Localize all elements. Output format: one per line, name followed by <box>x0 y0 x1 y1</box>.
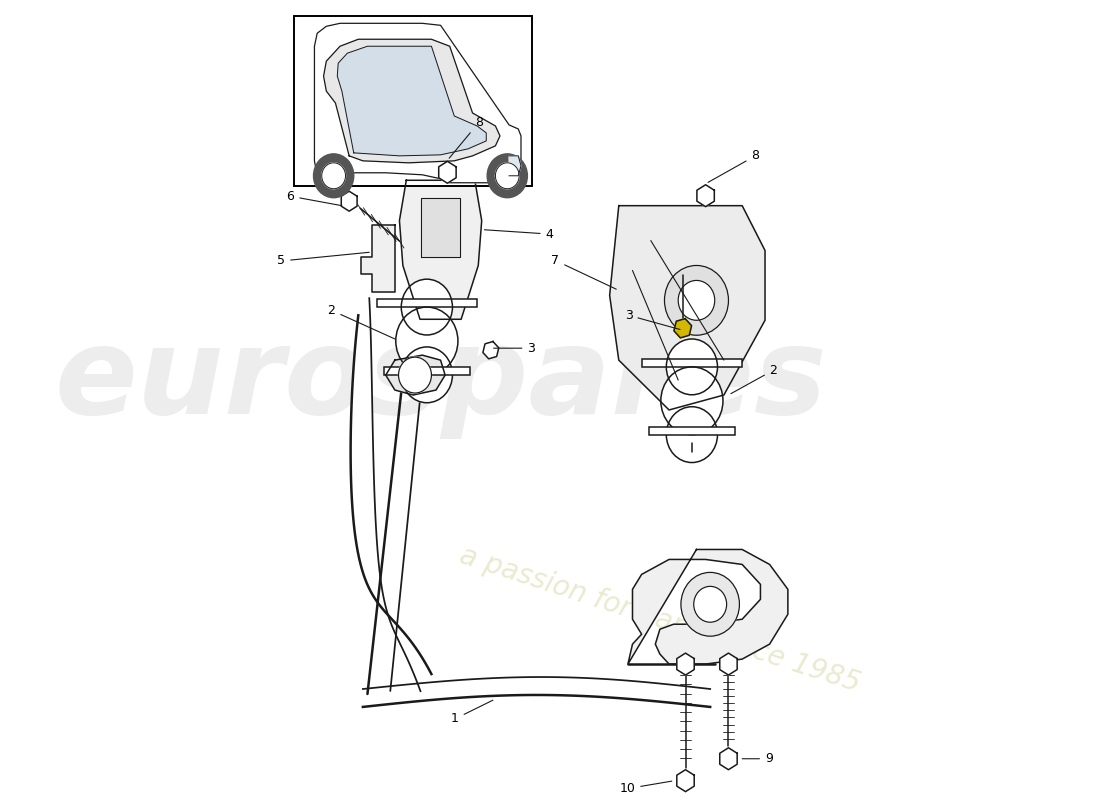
Bar <box>649 426 735 434</box>
Circle shape <box>694 586 727 622</box>
Polygon shape <box>676 653 694 675</box>
Polygon shape <box>609 206 764 410</box>
Circle shape <box>398 357 431 393</box>
Text: 5: 5 <box>277 252 370 267</box>
Polygon shape <box>483 342 498 359</box>
Polygon shape <box>719 748 737 770</box>
Circle shape <box>402 347 452 402</box>
Text: 2: 2 <box>730 364 778 394</box>
Polygon shape <box>351 298 431 691</box>
Text: 4: 4 <box>484 227 553 241</box>
Circle shape <box>661 367 723 434</box>
Circle shape <box>314 154 354 198</box>
Polygon shape <box>439 162 456 183</box>
Circle shape <box>396 307 458 375</box>
Bar <box>384 367 470 375</box>
Circle shape <box>322 163 345 189</box>
Circle shape <box>664 266 728 335</box>
Text: 8: 8 <box>449 116 483 158</box>
Circle shape <box>487 154 527 198</box>
Polygon shape <box>719 653 737 675</box>
Circle shape <box>679 281 715 320</box>
Text: 2: 2 <box>328 304 395 339</box>
Polygon shape <box>386 355 446 395</box>
Polygon shape <box>315 23 521 182</box>
Circle shape <box>667 339 717 394</box>
Bar <box>376 299 477 307</box>
Circle shape <box>667 406 717 462</box>
Polygon shape <box>323 39 500 163</box>
Circle shape <box>402 279 452 335</box>
Bar <box>295 16 532 186</box>
Text: 3: 3 <box>625 309 680 330</box>
Polygon shape <box>628 550 788 664</box>
Polygon shape <box>676 770 694 792</box>
Text: 3: 3 <box>494 342 536 354</box>
Text: 6: 6 <box>286 190 342 206</box>
Text: a passion for parts since 1985: a passion for parts since 1985 <box>456 541 864 698</box>
Circle shape <box>495 163 519 189</box>
Bar <box>641 359 742 367</box>
Polygon shape <box>674 318 692 338</box>
Text: 8: 8 <box>708 150 759 182</box>
Circle shape <box>681 572 739 636</box>
Polygon shape <box>341 191 358 211</box>
Polygon shape <box>361 225 395 292</box>
Polygon shape <box>697 185 714 206</box>
Text: eurospares: eurospares <box>54 322 827 438</box>
Text: 9: 9 <box>742 752 773 766</box>
Polygon shape <box>363 677 711 707</box>
Text: 7: 7 <box>551 254 616 289</box>
Polygon shape <box>399 180 482 319</box>
Polygon shape <box>509 156 521 176</box>
Text: 10: 10 <box>619 781 672 795</box>
Text: 1: 1 <box>451 700 493 726</box>
Polygon shape <box>421 198 460 257</box>
Polygon shape <box>338 46 486 156</box>
